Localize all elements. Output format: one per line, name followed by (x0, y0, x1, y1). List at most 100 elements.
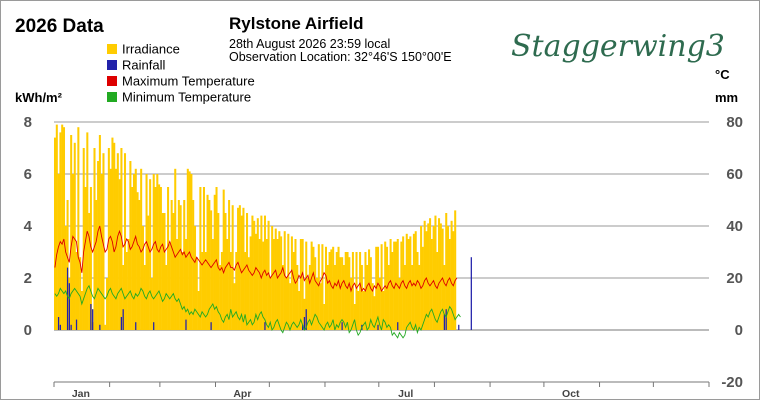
irradiance-bar (170, 200, 173, 330)
irradiance-bar (312, 246, 315, 330)
irradiance-bar (70, 135, 73, 330)
irradiance-bar (219, 265, 222, 330)
irradiance-bar (174, 168, 177, 330)
irradiance-bar (247, 257, 250, 330)
irradiance-bar (98, 135, 101, 330)
temperature-lines (54, 225, 461, 339)
irradiance-bar (403, 265, 406, 330)
irradiance-bar (242, 207, 245, 330)
irradiance-bar (145, 174, 148, 330)
rainfall-bar (75, 319, 78, 330)
irradiance-bar (89, 187, 92, 330)
irradiance-bar (217, 213, 220, 330)
irradiance-bar (305, 241, 308, 330)
irradiance-bar (192, 200, 195, 330)
irradiance-bar (280, 236, 283, 330)
irradiance-bar (368, 249, 371, 330)
station-name: Rylstone Airfield (229, 14, 363, 33)
irradiance-bar (111, 137, 114, 330)
irradiance-bar (224, 213, 227, 330)
irradiance-bar (59, 132, 62, 330)
irradiance-bar (394, 241, 397, 330)
irradiance-bar (378, 278, 381, 330)
legend-swatch-min-temperature (107, 92, 117, 102)
irradiance-bar (359, 252, 362, 330)
irradiance-bar (412, 233, 415, 330)
irradiance-bar (335, 252, 338, 330)
irradiance-bar (233, 283, 236, 330)
legend-swatch-rainfall (107, 60, 117, 70)
rainfall-bar (470, 257, 472, 330)
irradiance-bar (80, 291, 83, 330)
irradiance-bar (244, 252, 247, 330)
rainfall-bar (122, 309, 124, 330)
irradiance-bar (342, 265, 345, 330)
irradiance-bar (344, 252, 347, 330)
irradiance-bar (141, 226, 144, 330)
irradiance-bar (414, 231, 417, 330)
irradiance-bar (314, 257, 317, 330)
irradiance-bar (195, 257, 198, 330)
irradiance-bar (387, 265, 390, 330)
legend-swatch-irradiance (107, 44, 117, 54)
irradiance-bar (393, 241, 396, 330)
legend-label-max-temperature: Maximum Temperature (122, 74, 255, 89)
irradiance-bar (319, 283, 322, 330)
right-axis-ticks: 80 60 40 20 0 -20 (721, 114, 743, 391)
irradiance-bar (154, 187, 157, 330)
right-tick-label: 80 (726, 114, 743, 131)
irradiance-bar (323, 304, 326, 330)
irradiance-bar (176, 239, 179, 330)
irradiance-bar (228, 200, 231, 330)
x-tick-label: Oct (562, 388, 580, 400)
irradiance-bar (150, 278, 153, 330)
irradiance-bar (84, 187, 87, 330)
rainfall-bar (59, 324, 61, 330)
irradiance-bar (382, 291, 385, 330)
irradiance-bar (371, 283, 374, 330)
irradiance-bar (237, 207, 240, 330)
irradiance-bar (283, 231, 286, 330)
min-temperature-line (54, 284, 461, 339)
irradiance-bar (66, 200, 69, 330)
irradiance-bar (57, 174, 60, 330)
irradiance-bar (409, 236, 412, 330)
x-tick-label: Jul (398, 388, 413, 400)
right-tick-label: 0 (735, 322, 743, 339)
irradiance-bar (125, 252, 128, 330)
irradiance-bar (183, 200, 186, 330)
irradiance-bar (253, 220, 256, 330)
irradiance-bar (373, 296, 376, 330)
left-tick-label: 2 (24, 270, 32, 287)
irradiance-bar (147, 215, 150, 330)
brand-logo: Staggerwing3 (511, 29, 725, 64)
rainfall-bar (92, 309, 94, 330)
irradiance-bar (249, 236, 252, 330)
legend-swatch-max-temperature (107, 76, 117, 86)
irradiance-bar (289, 283, 292, 330)
rainfall-bar (57, 317, 60, 330)
irradiance-bar (100, 174, 103, 330)
irradiance-bar (432, 226, 435, 330)
irradiance-bar (276, 239, 279, 330)
irradiance-bar (186, 168, 189, 330)
irradiance-bar (425, 231, 428, 330)
irradiance-bar (97, 161, 100, 330)
irradiance-bar (172, 213, 175, 330)
irradiance-bar (287, 233, 290, 330)
irradiance-bar (129, 161, 132, 330)
irradiance-bar (71, 174, 74, 330)
irradiance-bar (355, 252, 358, 330)
irradiance-bar (420, 226, 423, 330)
irradiance-bar (79, 257, 82, 330)
irradiance-bar (116, 153, 119, 330)
right-tick-label: 20 (726, 270, 743, 287)
irradiance-bar (93, 148, 96, 330)
right-tick-label: 60 (726, 166, 743, 183)
irradiance-bar (54, 137, 57, 330)
irradiance-bar (140, 168, 143, 330)
irradiance-bar (55, 124, 58, 330)
right-tick-label: -20 (721, 374, 743, 391)
irradiance-bar (450, 220, 453, 330)
irradiance-bar (272, 239, 275, 330)
